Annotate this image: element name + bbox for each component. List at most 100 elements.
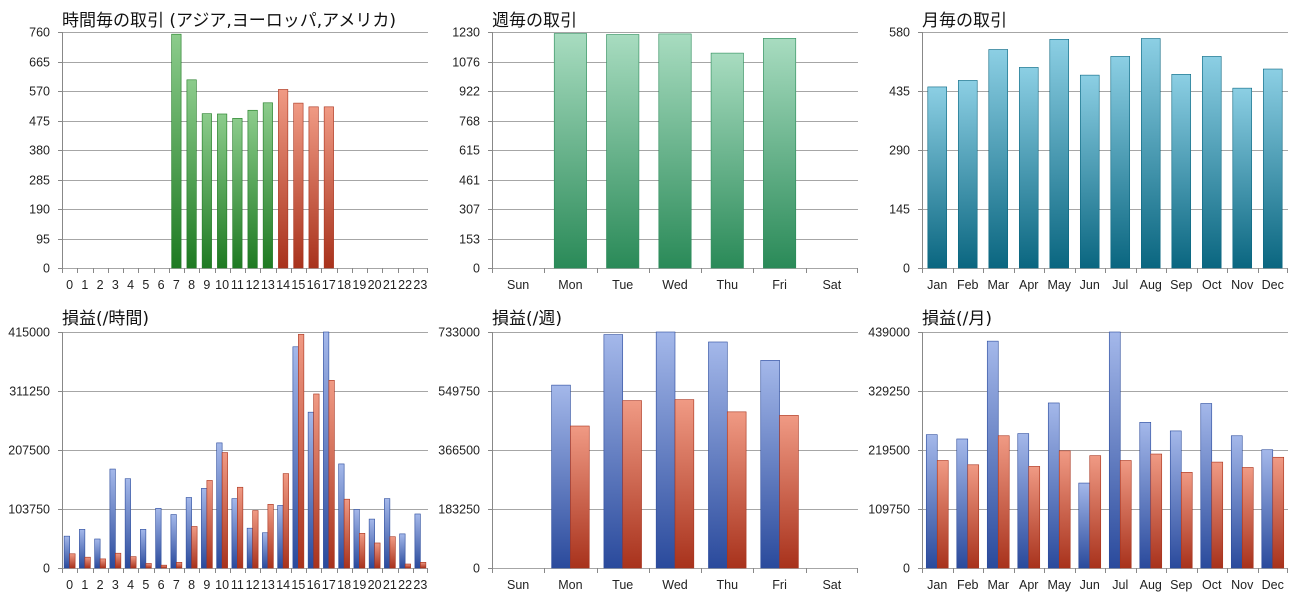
x-tick-label: Feb	[957, 578, 979, 592]
y-tick-label: 329250	[868, 385, 910, 399]
y-tick-label: 733000	[438, 326, 480, 340]
x-tick-label: Nov	[1231, 278, 1254, 292]
bar-May	[1049, 39, 1070, 269]
bar-red-Thu	[726, 411, 747, 569]
x-tick-label: 14	[276, 578, 290, 592]
y-tick-label: 415000	[8, 326, 50, 340]
x-tick-label: 20	[368, 578, 382, 592]
x-tick-label: 14	[276, 278, 290, 292]
bar-blue-Wed	[655, 331, 676, 569]
bar-16	[308, 106, 319, 269]
x-tick-label: Jul	[1112, 278, 1128, 292]
x-tick-label: 0	[66, 578, 73, 592]
x-tick-label: 1	[81, 578, 88, 592]
bar-red-Apr	[1028, 466, 1041, 569]
bar-red-Oct	[1211, 461, 1224, 569]
x-tick-label: 18	[337, 278, 351, 292]
chart-title: 損益(/週)	[492, 309, 562, 329]
x-tick-label: 20	[368, 278, 382, 292]
x-tick-label: 22	[398, 578, 412, 592]
y-tick-label: 183250	[438, 503, 480, 517]
x-tick-label: 12	[246, 578, 260, 592]
x-tick-label: 23	[413, 578, 427, 592]
bar-blue-Nov	[1230, 435, 1243, 569]
y-tick-label: 153	[459, 233, 480, 247]
monthly-trades-chart: 0 145 290 435 580 Jan Feb Mar Apr May Jun Jul Aug Sep…	[889, 26, 1288, 292]
x-tick-label: 9	[203, 278, 210, 292]
x-tick-label: 5	[142, 278, 149, 292]
bar-Apr	[1018, 67, 1039, 269]
chart-title: 損益(/月)	[922, 309, 992, 329]
bar-blue-2	[94, 538, 101, 569]
x-tick-label: 10	[215, 278, 229, 292]
bar-11	[232, 118, 243, 269]
x-tick-label: Aug	[1140, 278, 1162, 292]
bar-blue-13	[262, 532, 269, 569]
x-tick-label: 10	[215, 578, 229, 592]
bar-blue-Jul	[1108, 331, 1121, 569]
bar-red-Nov	[1241, 467, 1254, 569]
chart-title: 損益(/時間)	[62, 309, 149, 329]
bar-Jul	[1110, 56, 1131, 269]
bar-blue-12	[246, 527, 253, 569]
x-tick-label: Jan	[927, 578, 947, 592]
x-tick-label: Thu	[717, 578, 739, 592]
bar-blue-May	[1047, 402, 1060, 569]
bar-Wed	[658, 33, 692, 269]
x-tick-label: Oct	[1202, 278, 1222, 292]
x-tick-label: 18	[337, 578, 351, 592]
bar-Jun	[1079, 74, 1100, 269]
bar-Nov	[1232, 87, 1253, 269]
y-tick-label: 285	[29, 174, 50, 188]
x-tick-label: Wed	[662, 278, 688, 292]
x-tick-label: 3	[112, 578, 119, 592]
bar-red-21	[389, 536, 396, 569]
bar-blue-3	[109, 468, 116, 569]
bar-blue-10	[216, 442, 223, 569]
x-tick-label: 7	[173, 278, 180, 292]
x-tick-label: Wed	[662, 578, 688, 592]
y-tick-label: 1076	[452, 56, 480, 70]
y-tick-label: 0	[43, 262, 50, 276]
bar-blue-Feb	[956, 438, 969, 569]
bar-red-12	[252, 510, 259, 569]
x-tick-label: Fri	[772, 278, 787, 292]
y-tick-label: 570	[29, 85, 50, 99]
x-tick-label: Mar	[987, 578, 1009, 592]
bar-Fri	[763, 38, 797, 269]
bar-red-7	[176, 562, 183, 569]
y-tick-label: 615	[459, 144, 480, 158]
bar-red-17	[328, 380, 335, 569]
x-tick-label: Dec	[1262, 278, 1284, 292]
bar-blue-Jun	[1078, 482, 1091, 569]
y-tick-label: 435	[889, 85, 910, 99]
x-tick-label: 16	[307, 278, 321, 292]
bar-red-Feb	[967, 464, 980, 569]
bar-red-Jun	[1089, 455, 1102, 569]
x-tick-label: 13	[261, 278, 275, 292]
bar-12	[247, 109, 258, 269]
x-tick-label: 22	[398, 278, 412, 292]
x-tick-label: Mon	[558, 278, 582, 292]
y-tick-label: 207500	[8, 444, 50, 458]
x-tick-label: Thu	[717, 278, 739, 292]
bar-red-Jul	[1119, 460, 1132, 569]
bar-blue-5	[140, 529, 147, 569]
bar-blue-14	[277, 505, 284, 569]
monthly-pnl-chart: 0 109750 219500 329250 439000 Jan Feb Mar Apr May…	[868, 326, 1288, 592]
bar-Jan	[927, 86, 948, 269]
x-tick-label: 2	[97, 578, 104, 592]
bar-Mon	[553, 33, 587, 269]
bar-blue-20	[368, 518, 375, 569]
x-tick-label: 17	[322, 278, 336, 292]
bar-red-13	[267, 504, 274, 569]
bar-blue-1	[79, 529, 86, 569]
bar-blue-22	[399, 533, 406, 569]
x-tick-label: 11	[231, 578, 244, 592]
bar-red-18	[343, 498, 350, 569]
bar-14	[278, 89, 289, 269]
bar-9	[201, 113, 212, 269]
bar-red-5	[145, 563, 152, 569]
bar-red-3	[115, 552, 122, 569]
